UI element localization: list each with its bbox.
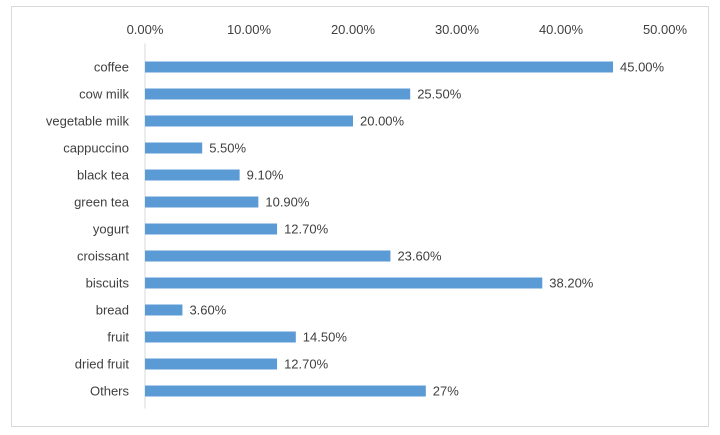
category-label: yogurt (93, 222, 130, 237)
category-label: biscuits (86, 276, 130, 291)
category-label: dried fruit (75, 357, 130, 372)
bar[interactable] (145, 61, 613, 73)
bar[interactable] (145, 142, 203, 154)
chart-frame (11, 6, 709, 427)
category-label: cow milk (79, 87, 129, 102)
data-label: 12.70% (284, 357, 329, 372)
bar[interactable] (145, 304, 183, 316)
data-label: 14.50% (303, 330, 348, 345)
bar[interactable] (145, 385, 426, 397)
bar[interactable] (145, 196, 259, 208)
bar[interactable] (145, 223, 278, 235)
category-label: bread (96, 303, 129, 318)
x-tick-label: 0.00% (127, 22, 164, 37)
category-label: cappuccino (63, 141, 129, 156)
data-label: 3.60% (189, 303, 226, 318)
bar[interactable] (145, 331, 296, 343)
data-label: 38.20% (549, 276, 594, 291)
category-label: coffee (94, 60, 129, 75)
x-tick-label: 40.00% (539, 22, 584, 37)
x-tick-label: 30.00% (435, 22, 480, 37)
data-label: 27% (433, 384, 459, 399)
x-tick-label: 10.00% (227, 22, 272, 37)
x-tick-label: 50.00% (643, 22, 688, 37)
bar[interactable] (145, 358, 278, 370)
bar[interactable] (145, 115, 353, 127)
data-label: 5.50% (209, 141, 246, 156)
category-labels: coffee cow milk vegetable milk cappuccino bl… (46, 60, 130, 399)
data-labels: 45.00% 25.50% 20.00% 5.50%9.10% 10.90% 12.70%… (189, 60, 664, 399)
x-tick-label: 20.00% (331, 22, 376, 37)
bar[interactable] (145, 88, 411, 100)
data-label: 23.60% (397, 249, 442, 264)
bar[interactable] (145, 277, 543, 289)
category-label: vegetable milk (46, 114, 130, 129)
category-label: croissant (77, 249, 129, 264)
category-label: fruit (107, 330, 129, 345)
data-label: 12.70% (284, 222, 329, 237)
category-label: green tea (74, 195, 130, 210)
bar[interactable] (145, 169, 240, 181)
bar[interactable] (145, 250, 391, 262)
data-label: 25.50% (417, 87, 462, 102)
data-label: 10.90% (265, 195, 310, 210)
data-label: 20.00% (360, 114, 405, 129)
category-label: Others (90, 384, 130, 399)
category-label: black tea (77, 168, 130, 183)
data-label: 9.10% (247, 168, 284, 183)
bars-group (145, 61, 613, 397)
data-label: 45.00% (620, 60, 665, 75)
x-axis-ticks: 0.00% 10.00% 20.00% 30.00% 40.00% 50.00% (127, 22, 688, 37)
